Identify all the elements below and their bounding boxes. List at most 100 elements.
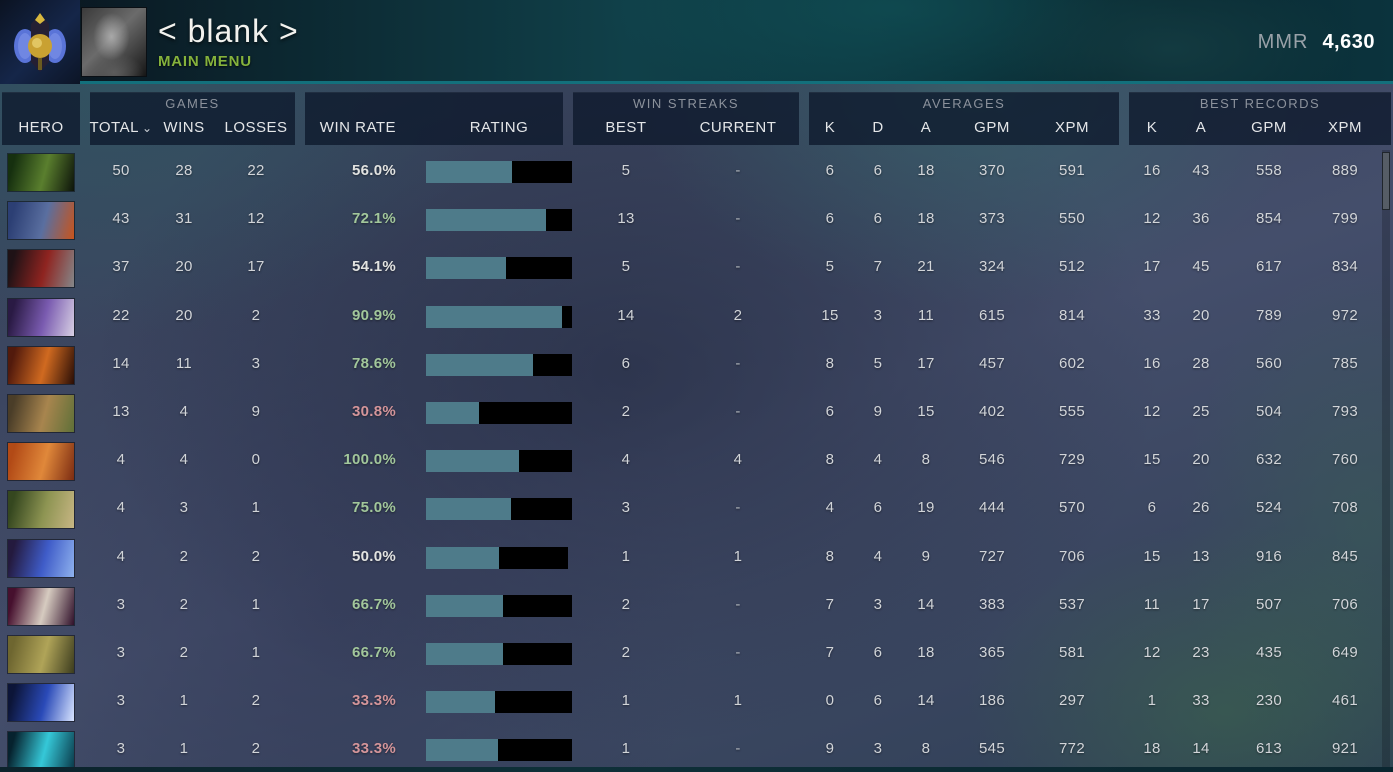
total-games-value: 13 [112, 402, 130, 420]
hero-portrait[interactable] [8, 587, 74, 625]
column-header-losses[interactable]: LOSSES [224, 119, 288, 136]
column-header-avg-kills[interactable]: K [824, 119, 836, 136]
hero-portrait[interactable] [8, 394, 74, 432]
hero-row[interactable]: 13 4 9 30.8% 2 - 6 9 15 402 555 12 25 50… [0, 389, 1393, 437]
column-header-best-xpm[interactable]: XPM [1327, 119, 1362, 136]
wins-value: 20 [175, 258, 193, 276]
player-identity[interactable]: < blank > MAIN MENU [158, 13, 299, 70]
hero-portrait[interactable] [8, 684, 74, 722]
scrollbar-track[interactable] [1382, 150, 1390, 768]
hero-portrait[interactable] [8, 491, 74, 529]
best-gpm-value: 524 [1256, 499, 1282, 517]
win-rate-value: 54.1% [351, 258, 396, 276]
column-header-hero[interactable]: HERO [18, 119, 64, 136]
hero-row[interactable]: 22 20 2 90.9% 14 2 15 3 11 615 814 33 20… [0, 293, 1393, 341]
avg-xpm-value: 772 [1059, 740, 1085, 758]
column-header-avg-xpm[interactable]: XPM [1054, 119, 1089, 136]
best-gpm-value: 435 [1256, 643, 1282, 661]
avg-assists-value: 15 [917, 402, 935, 420]
rating-redaction-box [512, 161, 572, 183]
avg-gpm-value: 186 [979, 692, 1005, 710]
column-header-best-gpm[interactable]: GPM [1251, 119, 1287, 136]
avg-gpm-value: 383 [979, 595, 1005, 613]
hero-portrait[interactable] [8, 250, 74, 288]
column-header-winrate[interactable]: WIN RATE [319, 119, 396, 136]
hero-portrait[interactable] [8, 154, 74, 191]
column-header-current-streak[interactable]: CURRENT [699, 119, 777, 136]
column-header-avg-assists[interactable]: A [920, 119, 932, 136]
hero-portrait[interactable] [8, 443, 74, 481]
hero-portrait[interactable] [8, 539, 74, 577]
best-xpm-value: 649 [1332, 643, 1358, 661]
avg-kills-value: 6 [825, 402, 835, 420]
hero-portrait[interactable] [8, 298, 74, 336]
avg-deaths-value: 6 [873, 162, 883, 179]
avg-assists-value: 18 [917, 162, 935, 179]
best-xpm-value: 461 [1332, 692, 1358, 710]
win-rate-value: 66.7% [351, 595, 396, 613]
losses-value: 3 [251, 354, 261, 372]
best-gpm-value: 916 [1256, 547, 1282, 565]
rating-redaction-box [510, 498, 572, 521]
avg-kills-value: 8 [825, 451, 835, 469]
wins-value: 4 [179, 451, 189, 469]
total-games-value: 14 [112, 354, 130, 372]
best-streak-value: 6 [621, 354, 631, 372]
avg-assists-value: 8 [921, 451, 931, 469]
avg-deaths-value: 4 [873, 547, 883, 565]
main-menu-link[interactable]: MAIN MENU [158, 53, 252, 70]
avg-xpm-value: 729 [1059, 451, 1085, 469]
column-header-avg-gpm[interactable]: GPM [974, 119, 1010, 136]
best-gpm-value: 560 [1256, 354, 1282, 372]
hero-row[interactable]: 14 11 3 78.6% 6 - 8 5 17 457 602 16 28 5… [0, 341, 1393, 389]
column-header-best-streak[interactable]: BEST [605, 119, 647, 136]
avg-gpm-value: 373 [979, 210, 1005, 228]
hero-row[interactable]: 3 2 1 66.7% 2 - 7 3 14 383 537 11 17 507… [0, 582, 1393, 630]
avg-deaths-value: 3 [873, 740, 883, 758]
scrollbar-thumb[interactable] [1382, 152, 1390, 210]
rating-bar [426, 401, 572, 424]
hero-row[interactable]: 3 1 2 33.3% 1 - 9 3 8 545 772 18 14 613 … [0, 726, 1393, 772]
losses-value: 22 [247, 162, 265, 179]
best-assists-value: 28 [1192, 354, 1210, 372]
column-header-wins[interactable]: WINS [163, 119, 205, 136]
hero-portrait[interactable] [8, 732, 74, 770]
group-title-games: GAMES [165, 96, 220, 111]
hero-portrait[interactable] [8, 202, 74, 240]
column-header-best-assists[interactable]: A [1195, 119, 1207, 136]
column-header-avg-deaths[interactable]: D [872, 119, 884, 136]
hero-row[interactable]: 50 28 22 56.0% 5 - 6 6 18 370 591 16 43 … [0, 148, 1393, 196]
best-kills-value: 6 [1147, 499, 1157, 517]
best-streak-value: 5 [621, 258, 631, 276]
best-kills-value: 11 [1143, 595, 1161, 613]
column-header-total[interactable]: TOTAL ⌄ [88, 119, 154, 136]
hero-row[interactable]: 4 2 2 50.0% 1 1 8 4 9 727 706 15 13 916 … [0, 534, 1393, 582]
best-kills-value: 33 [1143, 306, 1161, 324]
hero-portrait[interactable] [8, 635, 74, 673]
column-header-best-kills[interactable]: K [1146, 119, 1158, 136]
losses-value: 17 [247, 258, 265, 276]
hero-row[interactable]: 4 3 1 75.0% 3 - 4 6 19 444 570 6 26 524 … [0, 485, 1393, 533]
hero-row[interactable]: 43 31 12 72.1% 13 - 6 6 18 373 550 12 36… [0, 196, 1393, 244]
hero-portrait[interactable] [8, 346, 74, 384]
best-xpm-value: 834 [1332, 258, 1358, 276]
wins-value: 11 [175, 354, 193, 372]
hero-row[interactable]: 3 1 2 33.3% 1 1 0 6 14 186 297 1 33 230 … [0, 678, 1393, 726]
best-xpm-value: 708 [1332, 499, 1358, 517]
hero-row[interactable]: 3 2 1 66.7% 2 - 7 6 18 365 581 12 23 435… [0, 630, 1393, 678]
rating-bar [426, 739, 572, 762]
best-streak-value: 1 [621, 740, 631, 758]
losses-value: 12 [247, 210, 265, 228]
avg-deaths-value: 9 [873, 402, 883, 420]
column-header-rating[interactable]: RATING [469, 119, 529, 136]
rating-bar [426, 642, 572, 665]
best-assists-value: 17 [1192, 595, 1210, 613]
losses-value: 1 [251, 499, 261, 517]
avatar[interactable] [82, 8, 146, 76]
mmr-label: MMR [1257, 31, 1309, 53]
avg-assists-value: 18 [917, 643, 935, 661]
hero-row[interactable]: 4 4 0 100.0% 4 4 8 4 8 546 729 15 20 632… [0, 437, 1393, 485]
wins-value: 2 [179, 595, 189, 613]
rating-bar [426, 546, 572, 569]
hero-row[interactable]: 37 20 17 54.1% 5 - 5 7 21 324 512 17 45 … [0, 244, 1393, 292]
